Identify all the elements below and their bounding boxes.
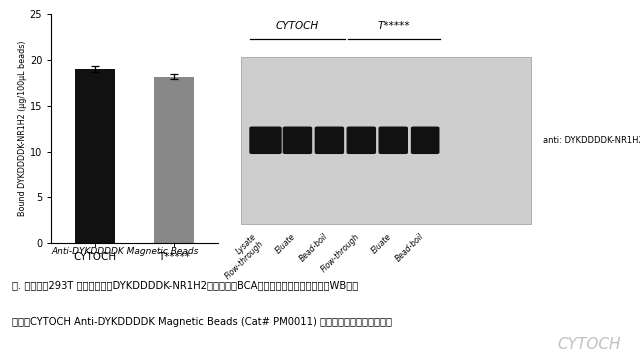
Bar	[154, 77, 194, 243]
Text: Bead-boil: Bead-boil	[394, 232, 425, 264]
Text: CYTOCH: CYTOCH	[557, 337, 621, 352]
FancyBboxPatch shape	[411, 126, 440, 154]
Text: 也证实CYTOCH Anti-DYKDDDDK Magnetic Beads (Cat# PM0011) 具有很好的抗原捕获能力。: 也证实CYTOCH Anti-DYKDDDDK Magnetic Beads (…	[12, 317, 392, 327]
Text: Lysate
Flow-through: Lysate Flow-through	[216, 232, 266, 281]
Text: Anti-DYKDDDDK Magnetic Beads: Anti-DYKDDDDK Magnetic Beads	[51, 247, 198, 256]
Text: T*****: T*****	[378, 21, 410, 31]
Bar	[241, 57, 531, 224]
FancyBboxPatch shape	[346, 126, 376, 154]
FancyBboxPatch shape	[250, 126, 282, 154]
Text: CYTOCH: CYTOCH	[276, 21, 319, 31]
Text: Flow-through: Flow-through	[319, 232, 362, 274]
Text: Eluate: Eluate	[370, 232, 393, 255]
Text: anti: DYKDDDDK-NR1H2: anti: DYKDDDDK-NR1H2	[543, 136, 640, 145]
Y-axis label: Bound DYKDDDDK-NR1H2 (μg/100μL beads): Bound DYKDDDDK-NR1H2 (μg/100μL beads)	[18, 41, 27, 216]
Bar	[75, 69, 115, 243]
Text: Eluate: Eluate	[274, 232, 298, 255]
Text: 图. 免疫沉淠293T 细胞过表达的DYKDDDDK-NR1H2融合蛋白，BCA检测洗脱获得的蛋白浓度；WB检测: 图. 免疫沉淠293T 细胞过表达的DYKDDDDK-NR1H2融合蛋白，BCA…	[12, 280, 358, 290]
FancyBboxPatch shape	[315, 126, 344, 154]
Text: Bead-boil: Bead-boil	[298, 232, 330, 264]
FancyBboxPatch shape	[378, 126, 408, 154]
FancyBboxPatch shape	[283, 126, 312, 154]
